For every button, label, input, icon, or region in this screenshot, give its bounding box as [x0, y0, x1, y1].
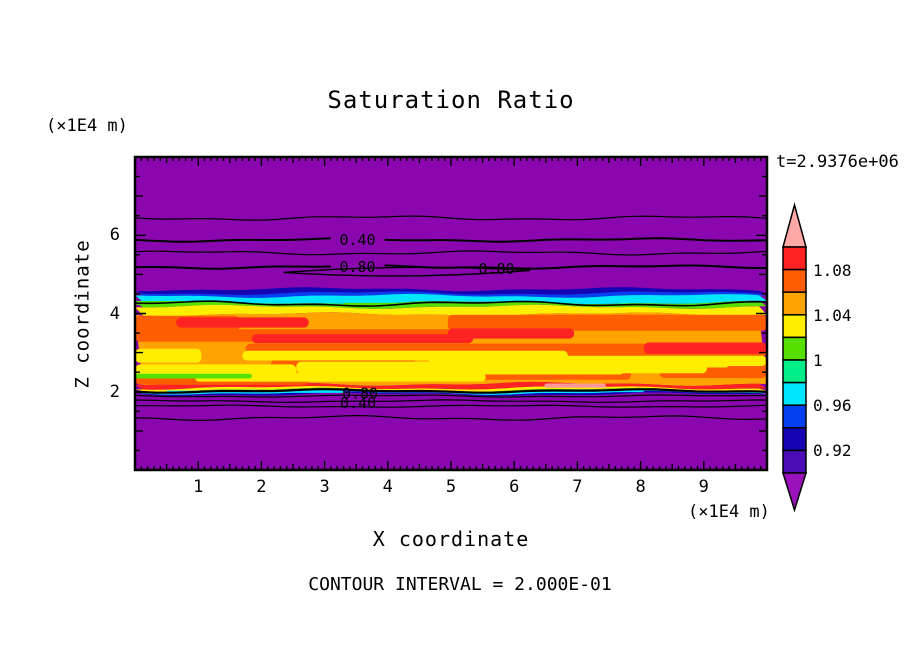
- contour-label: 0.80: [339, 258, 375, 276]
- field-streak: [634, 360, 730, 368]
- colorbar-box: [782, 291, 807, 316]
- z-axis-unit-label: (×1E4 m): [46, 116, 128, 136]
- field-band: [135, 300, 767, 309]
- contour-line: [384, 237, 767, 243]
- time-label: t=2.9376e+06: [776, 152, 899, 172]
- field-streak: [135, 364, 297, 376]
- contour-label: 0.80: [342, 385, 378, 403]
- x-tick-label: 5: [445, 477, 457, 497]
- colorbar-under-arrow: [781, 472, 808, 513]
- contour-line: [134, 300, 767, 307]
- x-axis-unit-label: (×1E4 m): [688, 502, 770, 522]
- colorbar-box: [782, 359, 807, 384]
- z-axis-title: Z coordinate: [72, 238, 94, 389]
- x-tick-label: 3: [319, 477, 330, 497]
- contour-line: [134, 215, 768, 221]
- x-tick-label: 2: [256, 477, 267, 497]
- colorbar-label: 0.92: [813, 441, 852, 460]
- x-tick-label: 6: [509, 477, 520, 497]
- field-streak: [135, 373, 252, 379]
- field-streak: [176, 317, 309, 328]
- x-tick-label: 4: [382, 477, 393, 497]
- z-tick-label: 2: [109, 381, 120, 402]
- field-band: [135, 157, 767, 292]
- colorbar-label: 1.04: [813, 306, 852, 325]
- colorbar: [781, 202, 808, 513]
- contour-line: [134, 399, 767, 403]
- colorbar-box: [782, 314, 807, 339]
- colorbar-box: [782, 246, 807, 271]
- field-streak: [544, 383, 606, 388]
- contour-label: 0.80: [478, 260, 514, 278]
- z-tick-label: 6: [109, 225, 120, 246]
- field-streak: [447, 361, 625, 375]
- field-streak: [195, 373, 486, 382]
- contour-line: [134, 237, 331, 243]
- z-axis-title-wrap: Z coordinate: [70, 157, 96, 470]
- contour-line: [134, 265, 331, 270]
- contour-line: [134, 394, 768, 398]
- field-streak: [447, 314, 767, 331]
- colorbar-box: [782, 427, 807, 452]
- colorbar-box: [782, 381, 807, 406]
- contour-line: [134, 404, 768, 408]
- field-band: [135, 386, 767, 392]
- colorbar-label: 1: [813, 351, 823, 370]
- contour-lens: [283, 266, 531, 277]
- colorbar-box: [782, 268, 807, 293]
- contour-line: [134, 250, 768, 256]
- contour-label: 0.40: [340, 394, 376, 412]
- field-streak: [251, 334, 474, 344]
- field-streak: [135, 348, 202, 363]
- field-streak: [643, 342, 767, 354]
- field-band: [135, 392, 767, 470]
- contour-line: [134, 414, 767, 421]
- x-tick-label: 8: [635, 477, 646, 497]
- contour-label: 0.40: [339, 231, 375, 249]
- plot-frame: [133, 155, 769, 472]
- x-tick-label: 1: [193, 477, 204, 497]
- colorbar-box: [782, 449, 807, 474]
- chart-title: Saturation Ratio: [327, 86, 575, 114]
- contour-line: [134, 388, 767, 394]
- colorbar-over-arrow: [782, 202, 807, 248]
- field-streak: [447, 328, 575, 339]
- z-tick-label: 4: [109, 303, 120, 324]
- field-band: [135, 287, 767, 295]
- x-axis-title: X coordinate: [372, 527, 530, 551]
- field-band: [135, 293, 767, 305]
- colorbar-box: [782, 336, 807, 361]
- contour-plot: 0.400.80 0.800.800.40: [133, 155, 769, 472]
- field-band: [135, 390, 767, 397]
- contour-interval-note: CONTOUR INTERVAL = 2.000E-01: [308, 574, 612, 595]
- colorbar-box: [782, 404, 807, 429]
- x-tick-label: 7: [572, 477, 583, 497]
- colorbar-label: 0.96: [813, 396, 852, 415]
- x-tick-label: 9: [698, 477, 709, 497]
- colorbar-label: 1.08: [813, 261, 852, 280]
